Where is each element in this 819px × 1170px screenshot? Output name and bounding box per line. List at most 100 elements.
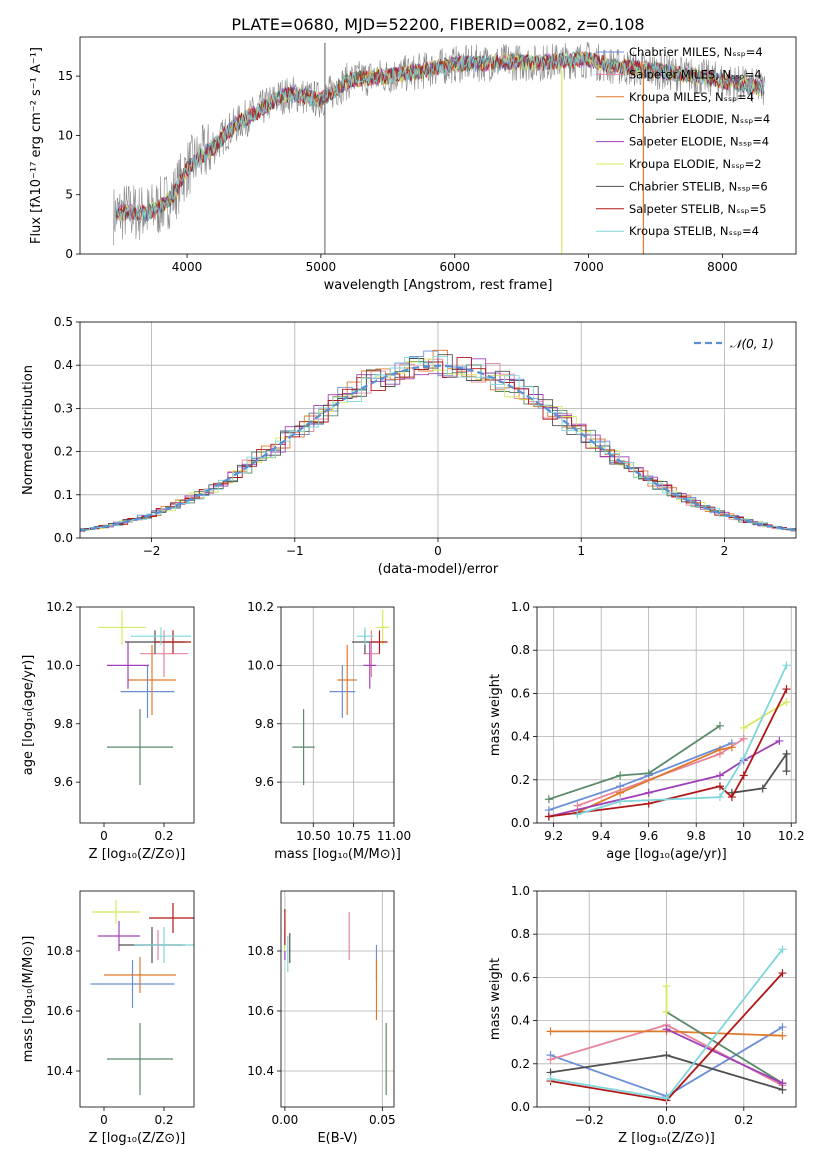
mass-weight-line	[548, 742, 733, 811]
x-axis-label: age [log₁₀(age/yr)]	[606, 847, 727, 862]
y-tick-label: 0.2	[54, 445, 73, 459]
x-axis-label: Z [log₁₀(Z/Z⊙)]	[89, 1131, 186, 1146]
plot-area	[281, 891, 394, 1107]
y-axis-label: mass [log₁₀(M/M⊙)]	[21, 936, 36, 1063]
x-tick-label: 9.6	[639, 829, 658, 843]
x-tick-label: 10.2	[778, 829, 805, 843]
marker	[739, 734, 748, 743]
errorbar-point	[371, 630, 388, 654]
y-tick-label: 10.8	[247, 944, 274, 958]
x-tick-label: 11.00	[377, 829, 411, 843]
errorbar-point	[140, 630, 188, 678]
plot-area	[80, 322, 796, 538]
mass-weight-line	[743, 701, 787, 729]
legend-label: 𝒩(0, 1)	[730, 337, 774, 351]
x-tick-label: 0.2	[154, 1113, 173, 1127]
x-tick-label: 0	[100, 829, 108, 843]
marker	[727, 743, 736, 752]
mass-weight-line	[666, 1028, 783, 1085]
y-tick-label: 0.5	[54, 315, 73, 329]
y-tick-label: 10.2	[46, 600, 73, 614]
x-tick-label: 1	[577, 544, 585, 558]
y-tick-label: 0.0	[511, 816, 530, 830]
y-tick-label: 9.6	[54, 775, 73, 789]
mass-weight-line	[577, 746, 732, 814]
marker	[778, 1085, 787, 1094]
mass-weight-line	[731, 751, 788, 794]
x-tick-label: 5000	[306, 260, 337, 274]
x-tick-label: −1	[286, 544, 304, 558]
x-tick-label: 0.00	[272, 1113, 299, 1127]
y-tick-label: 10.0	[46, 658, 73, 672]
y-tick-label: 0.3	[54, 401, 73, 415]
y-tick-label: 10.4	[46, 1064, 73, 1078]
y-tick-label: 1.0	[511, 884, 530, 898]
marker	[778, 969, 787, 978]
y-axis-label: mass weight	[488, 958, 503, 1040]
errorbar-point	[131, 627, 191, 645]
axes-frame	[536, 606, 797, 824]
y-tick-label: 0	[65, 247, 73, 261]
x-tick-label: 9.8	[687, 829, 706, 843]
x-tick-label: 6000	[439, 260, 470, 274]
x-tick-label: 0.2	[734, 1113, 753, 1127]
x-tick-label: 0	[100, 1113, 108, 1127]
errorbar-point	[92, 900, 140, 924]
y-tick-label: 0.0	[511, 1100, 530, 1114]
legend-label: Chabrier MILES, Nₛₛₚ=4	[629, 45, 763, 59]
panel-spectrum: 4000 5000 6000 7000 8000 0 5 10 15 wavelength [An…	[29, 36, 797, 293]
y-tick-label: 9.8	[54, 717, 73, 731]
marker	[782, 685, 791, 694]
x-axis-label: (data-model)/error	[378, 562, 499, 577]
y-tick-label: 9.8	[255, 717, 274, 731]
x-tick-label: −2	[143, 544, 161, 558]
x-tick-label: 9.4	[592, 829, 611, 843]
normal-curve	[80, 364, 796, 532]
axes-frame	[79, 36, 797, 255]
marker	[662, 1025, 671, 1034]
y-tick-label: 10.8	[46, 944, 73, 958]
axes-frame	[79, 321, 797, 539]
marker	[715, 793, 724, 802]
marker	[662, 1007, 671, 1016]
plot-area	[537, 891, 796, 1107]
marker	[573, 810, 582, 819]
marker	[715, 745, 724, 754]
plot-area	[90, 900, 194, 1095]
y-tick-label: 9.6	[255, 775, 274, 789]
marker	[544, 795, 553, 804]
mass-weight-line	[548, 725, 721, 801]
errorbar-point	[363, 630, 380, 678]
y-tick-label: 0.6	[511, 686, 530, 700]
plot-area	[98, 609, 191, 786]
errorbar-point	[107, 709, 173, 786]
panel-age_vs_mass: 10.50 10.75 11.00 9.6 9.8 10.0 10.2 mass [log₁₀…	[247, 600, 411, 862]
panel-massweight_vs_Z: −0.2 0.0 0.2 0.0 0.2 0.4 0.6 0.8 1.0 Z [log₁₀(Z/Z…	[488, 884, 797, 1146]
errorbar-point	[337, 644, 357, 715]
errorbar-point	[104, 957, 176, 993]
errorbar-point	[107, 1023, 173, 1095]
plot-area	[281, 607, 394, 823]
y-tick-label: 0.0	[54, 531, 73, 545]
x-tick-label: 0.2	[154, 829, 173, 843]
panel-age_vs_Z: 0 0.2 9.6 9.8 10.0 10.2 Z [log₁₀(Z/Z⊙)] age [lo…	[21, 600, 195, 862]
mass-weight-line	[548, 740, 780, 818]
marker	[727, 793, 736, 802]
errorbar-point	[363, 642, 377, 689]
y-tick-label: 0.4	[511, 1014, 530, 1028]
y-tick-label: 0.2	[511, 1057, 530, 1071]
marker	[778, 1031, 787, 1040]
x-tick-label: 2	[721, 544, 729, 558]
marker	[739, 771, 748, 780]
x-tick-label: −0.2	[575, 1113, 604, 1127]
marker	[644, 769, 653, 778]
marker	[662, 982, 671, 991]
errorbar-point	[128, 644, 176, 715]
marker	[715, 771, 724, 780]
legend-label: Salpeter STELIB, Nₛₛₚ=5	[629, 202, 767, 216]
axes-frame	[280, 890, 395, 1108]
marker	[775, 736, 784, 745]
marker	[616, 771, 625, 780]
y-tick-label: 10.6	[247, 1004, 274, 1018]
errorbar-point	[90, 960, 175, 1008]
